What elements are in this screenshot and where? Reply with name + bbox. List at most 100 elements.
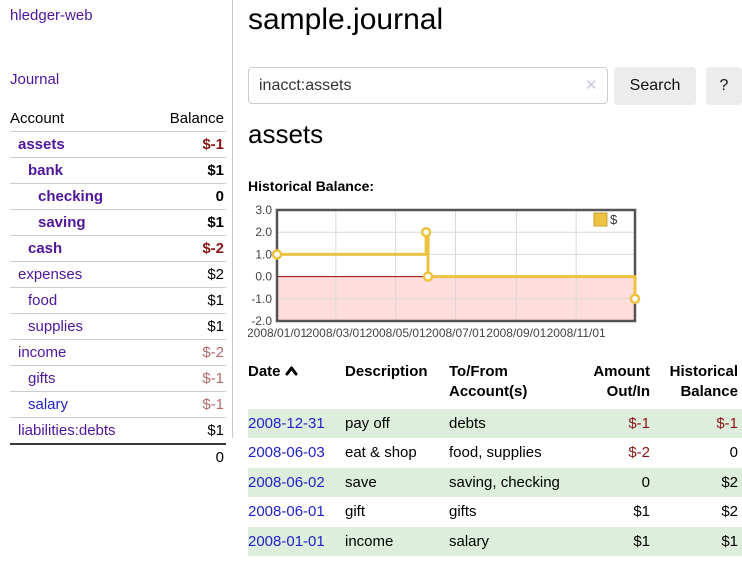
account-link-cash[interactable]: cash — [28, 240, 63, 257]
account-row: assets $-1 — [10, 131, 226, 158]
svg-text:0.0: 0.0 — [255, 270, 272, 284]
transaction-balance: $2 — [721, 473, 738, 491]
svg-text:2008/03/01: 2008/03/01 — [306, 326, 366, 340]
register-header-amount: Amount Out/In — [593, 363, 650, 401]
transaction-balance: $1 — [721, 532, 738, 550]
search-form: ✕ Search ? — [248, 67, 742, 105]
transaction-accounts: salary — [449, 532, 490, 550]
account-row: income $-2 — [10, 339, 226, 366]
account-row: bank $1 — [10, 157, 226, 184]
accounts-header-row: Account Balance — [10, 106, 226, 132]
account-row: food $1 — [10, 287, 226, 314]
account-row: checking 0 — [10, 183, 226, 210]
svg-text:3.0: 3.0 — [255, 203, 272, 217]
transaction-balance: 0 — [729, 444, 738, 461]
svg-text:2.0: 2.0 — [255, 225, 272, 239]
register-row: 2008-06-01 gift gifts $1 $2 — [248, 497, 742, 527]
account-link-expenses[interactable]: expenses — [18, 266, 83, 283]
account-row: gifts $-1 — [10, 365, 226, 392]
transaction-date-link[interactable]: 2008-06-01 — [248, 503, 325, 520]
transaction-date-link[interactable]: 2008-06-03 — [248, 444, 325, 461]
account-balance: $-1 — [148, 391, 226, 418]
svg-text:2008/09/01: 2008/09/01 — [486, 326, 546, 340]
account-row: liabilities:debts $1 — [10, 417, 226, 444]
svg-text:2008/11/01: 2008/11/01 — [547, 326, 606, 340]
transaction-description: pay off — [345, 414, 390, 432]
transaction-amount: $1 — [633, 532, 650, 550]
account-balance: $-2 — [148, 339, 226, 366]
transaction-description: save — [345, 473, 377, 491]
account-row: expenses $2 — [10, 261, 226, 288]
historical-balance-chart[interactable]: 3.0 2.0 1.0 0.0 -1.0 -2.0 2008/01/01 2008/03/01… — [247, 203, 742, 348]
transaction-description: gift — [345, 503, 366, 520]
svg-text:$: $ — [610, 212, 618, 227]
account-link-supplies[interactable]: supplies — [28, 318, 84, 335]
register-header-balance: Historical Balance — [669, 363, 738, 401]
transaction-accounts: gifts — [449, 503, 477, 520]
clear-search-icon[interactable]: ✕ — [585, 77, 598, 94]
account-balance: $1 — [148, 287, 226, 314]
account-balance: $1 — [148, 209, 226, 236]
transaction-balance: $-1 — [716, 414, 738, 432]
svg-text:2008/07/01: 2008/07/01 — [425, 326, 485, 340]
accounts-total-row: 0 — [10, 443, 226, 470]
register-header-row: Date Description To/From Account(s) Amou… — [248, 358, 742, 409]
register-header-date[interactable]: Date — [248, 358, 345, 409]
account-balance: $1 — [148, 417, 226, 444]
accounts-total-value: 0 — [148, 443, 226, 470]
svg-text:-2.0: -2.0 — [251, 314, 272, 328]
page-title: sample.journal — [248, 3, 444, 36]
register-header-accounts: To/From Account(s) — [449, 363, 528, 401]
app-brand-link[interactable]: hledger-web — [10, 7, 93, 24]
account-link-checking[interactable]: checking — [38, 188, 104, 205]
account-row: salary $-1 — [10, 391, 226, 418]
register-table: Date Description To/From Account(s) Amou… — [248, 358, 742, 556]
transaction-date-link[interactable]: 2008-06-02 — [248, 473, 325, 491]
accounts-header-balance: Balance — [169, 110, 224, 127]
search-input[interactable] — [248, 67, 608, 104]
account-link-assets[interactable]: assets — [18, 136, 65, 153]
account-row: saving $1 — [10, 209, 226, 236]
sidebar: hledger-web Journal Account Balance asse… — [0, 0, 233, 470]
account-link-income[interactable]: income — [18, 344, 67, 361]
account-balance: $-2 — [148, 235, 226, 262]
svg-text:1.0: 1.0 — [255, 247, 272, 261]
main-content: sample.journal ✕ Search ? assets Histori… — [247, 0, 742, 582]
account-balance: 0 — [148, 183, 226, 210]
account-row: supplies $1 — [10, 313, 226, 340]
accounts-header-account: Account — [10, 110, 65, 127]
transaction-date-link[interactable]: 2008-01-01 — [248, 532, 325, 550]
chart-heading: Historical Balance: — [248, 178, 375, 194]
transaction-amount: $1 — [633, 503, 650, 520]
transaction-amount: $-2 — [628, 444, 650, 461]
account-link-bank[interactable]: bank — [28, 162, 64, 179]
transaction-accounts: saving, checking — [449, 473, 560, 491]
account-page-title: assets — [248, 119, 324, 149]
transaction-accounts: debts — [449, 414, 486, 432]
transaction-description: eat & shop — [345, 444, 417, 461]
account-link-liabilities-debts[interactable]: liabilities:debts — [18, 422, 116, 439]
transaction-accounts: food, supplies — [449, 444, 542, 461]
date-column-label: Date — [248, 363, 281, 380]
svg-text:2008/01/01: 2008/01/01 — [248, 326, 307, 340]
account-row: cash $-2 — [10, 235, 226, 262]
account-link-salary[interactable]: salary — [28, 396, 69, 413]
account-link-gifts[interactable]: gifts — [28, 370, 56, 387]
transaction-date-link[interactable]: 2008-12-31 — [248, 414, 325, 432]
accounts-table: Account Balance assets $-1 bank $1 check… — [10, 106, 226, 470]
sort-ascending-icon — [285, 362, 298, 382]
account-balance: $2 — [148, 261, 226, 288]
sidebar-item-journal[interactable]: Journal — [10, 71, 60, 88]
account-link-food[interactable]: food — [28, 292, 58, 309]
help-button[interactable]: ? — [706, 67, 742, 105]
register-header-description: Description — [345, 363, 428, 380]
transaction-amount: $-1 — [628, 414, 650, 432]
account-balance: $1 — [148, 157, 226, 184]
register-row: 2008-01-01 income salary $1 $1 — [248, 526, 742, 556]
search-button[interactable]: Search — [614, 67, 696, 105]
register-row: 2008-12-31 pay off debts $-1 $-1 — [248, 408, 742, 438]
account-balance: $-1 — [148, 131, 226, 158]
transaction-balance: $2 — [721, 503, 738, 520]
register-row: 2008-06-02 save saving, checking 0 $2 — [248, 467, 742, 497]
account-link-saving[interactable]: saving — [38, 214, 86, 231]
